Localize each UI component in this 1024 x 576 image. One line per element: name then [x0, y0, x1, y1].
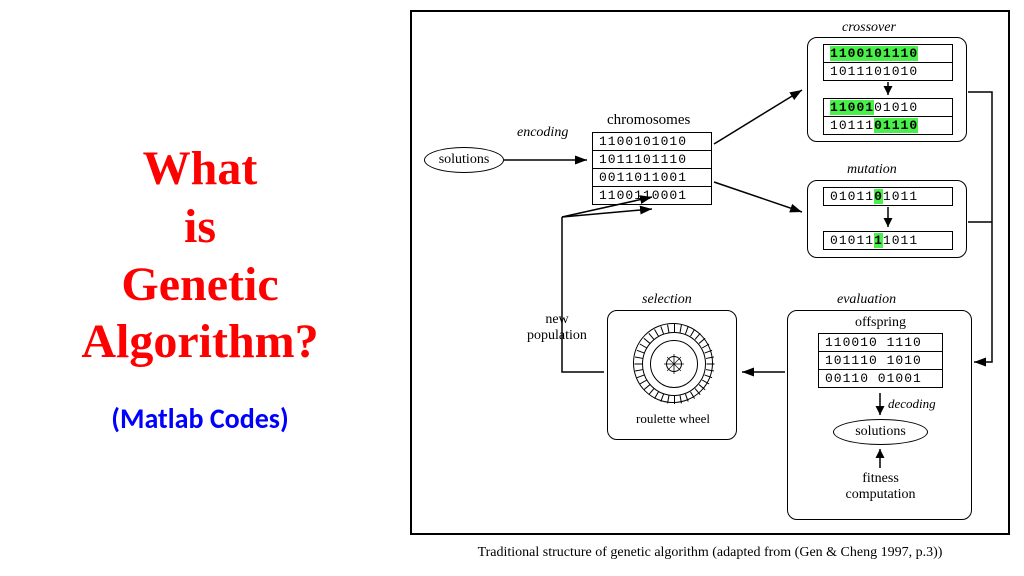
chromosome-row: 1100110001 — [593, 187, 711, 204]
roulette-wheel-label: roulette wheel — [608, 411, 738, 427]
diagram-frame: solutions encoding chromosomes 110010101… — [410, 10, 1010, 535]
chromosome-row: 1011101110 — [593, 151, 711, 169]
mutation-label: mutation — [847, 162, 897, 178]
title-line: Genetic — [81, 256, 318, 314]
title-line: What — [81, 140, 318, 198]
title-line: Algorithm? — [81, 313, 318, 371]
new-population-label: new population — [517, 312, 597, 344]
chromosome-row: 1100101010 — [593, 133, 711, 151]
diagram-caption: Traditional structure of genetic algorit… — [410, 545, 1010, 561]
mutation-box: 0101101011 0101111011 — [807, 180, 967, 258]
title-line: is — [81, 198, 318, 256]
selection-box: roulette wheel — [607, 310, 737, 440]
subtitle: (Matlab Codes) — [111, 401, 288, 436]
evaluation-label: evaluation — [837, 292, 896, 308]
chromosomes-table: 1100101010101110111000110110011100110001 — [592, 132, 712, 205]
chromosome-row: 0011011001 — [593, 169, 711, 187]
chromosomes-label: chromosomes — [607, 112, 690, 129]
solutions-oval-left: solutions — [424, 147, 504, 173]
crossover-box: 11001011101011101010 1100101010101110111… — [807, 37, 967, 142]
evaluation-box: offspring 110010 1110101110 101000110 01… — [787, 310, 972, 520]
roulette-wheel-icon — [633, 323, 713, 403]
selection-label: selection — [642, 292, 692, 308]
encoding-label: encoding — [517, 125, 568, 141]
crossover-label: crossover — [842, 20, 896, 36]
